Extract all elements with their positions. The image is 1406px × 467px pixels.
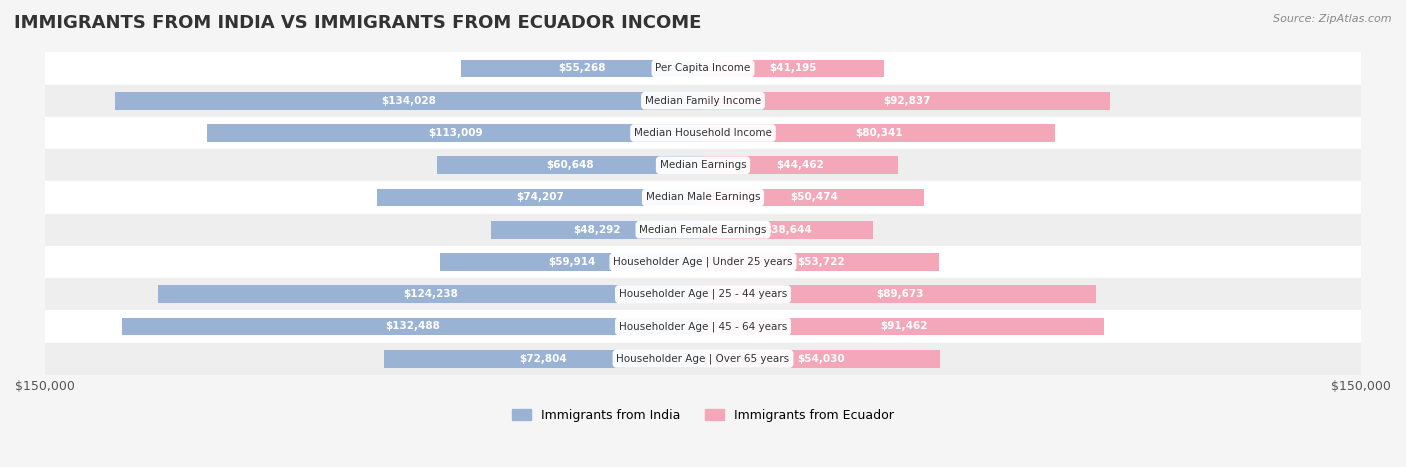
- Bar: [45, 246, 1361, 278]
- Text: $89,673: $89,673: [876, 289, 924, 299]
- Bar: [703, 350, 941, 368]
- Text: Median Household Income: Median Household Income: [634, 128, 772, 138]
- Text: $60,648: $60,648: [546, 160, 593, 170]
- Text: $55,268: $55,268: [558, 64, 606, 73]
- Text: $80,341: $80,341: [855, 128, 903, 138]
- Text: $53,722: $53,722: [797, 257, 845, 267]
- Text: Householder Age | Under 25 years: Householder Age | Under 25 years: [613, 257, 793, 267]
- Legend: Immigrants from India, Immigrants from Ecuador: Immigrants from India, Immigrants from E…: [508, 403, 898, 427]
- Text: Median Male Earnings: Median Male Earnings: [645, 192, 761, 203]
- Bar: [703, 60, 884, 78]
- Bar: [703, 285, 1097, 303]
- Text: Median Earnings: Median Earnings: [659, 160, 747, 170]
- Bar: [703, 221, 873, 239]
- Text: $50,474: $50,474: [790, 192, 838, 203]
- Bar: [45, 117, 1361, 149]
- Text: $48,292: $48,292: [574, 225, 621, 235]
- Text: $132,488: $132,488: [385, 321, 440, 332]
- Bar: [45, 181, 1361, 213]
- Text: Median Family Income: Median Family Income: [645, 96, 761, 106]
- Bar: [703, 318, 1104, 335]
- Text: $38,644: $38,644: [763, 225, 811, 235]
- Text: $74,207: $74,207: [516, 192, 564, 203]
- Text: $91,462: $91,462: [880, 321, 928, 332]
- Bar: [157, 285, 703, 303]
- Text: Median Female Earnings: Median Female Earnings: [640, 225, 766, 235]
- Text: $59,914: $59,914: [548, 257, 595, 267]
- Text: Per Capita Income: Per Capita Income: [655, 64, 751, 73]
- Bar: [703, 92, 1111, 110]
- Bar: [491, 221, 703, 239]
- Bar: [122, 318, 703, 335]
- Bar: [45, 311, 1361, 343]
- Text: $134,028: $134,028: [381, 96, 436, 106]
- Bar: [440, 253, 703, 271]
- Text: $72,804: $72,804: [519, 354, 567, 364]
- Bar: [45, 149, 1361, 181]
- Bar: [384, 350, 703, 368]
- Bar: [45, 343, 1361, 375]
- Text: $41,195: $41,195: [769, 64, 817, 73]
- Text: Householder Age | 25 - 44 years: Householder Age | 25 - 44 years: [619, 289, 787, 299]
- Text: $113,009: $113,009: [427, 128, 482, 138]
- Text: $44,462: $44,462: [776, 160, 824, 170]
- Text: Source: ZipAtlas.com: Source: ZipAtlas.com: [1274, 14, 1392, 24]
- Text: Householder Age | Over 65 years: Householder Age | Over 65 years: [616, 354, 790, 364]
- Bar: [703, 124, 1056, 142]
- Text: $92,837: $92,837: [883, 96, 931, 106]
- Bar: [45, 213, 1361, 246]
- Bar: [45, 85, 1361, 117]
- Text: IMMIGRANTS FROM INDIA VS IMMIGRANTS FROM ECUADOR INCOME: IMMIGRANTS FROM INDIA VS IMMIGRANTS FROM…: [14, 14, 702, 32]
- Text: $124,238: $124,238: [404, 289, 458, 299]
- Text: Householder Age | 45 - 64 years: Householder Age | 45 - 64 years: [619, 321, 787, 332]
- Bar: [207, 124, 703, 142]
- Bar: [45, 278, 1361, 311]
- Bar: [461, 60, 703, 78]
- Text: $54,030: $54,030: [797, 354, 845, 364]
- Bar: [703, 156, 898, 174]
- Bar: [115, 92, 703, 110]
- Bar: [45, 52, 1361, 85]
- Bar: [703, 189, 924, 206]
- Bar: [703, 253, 939, 271]
- Bar: [377, 189, 703, 206]
- Bar: [437, 156, 703, 174]
